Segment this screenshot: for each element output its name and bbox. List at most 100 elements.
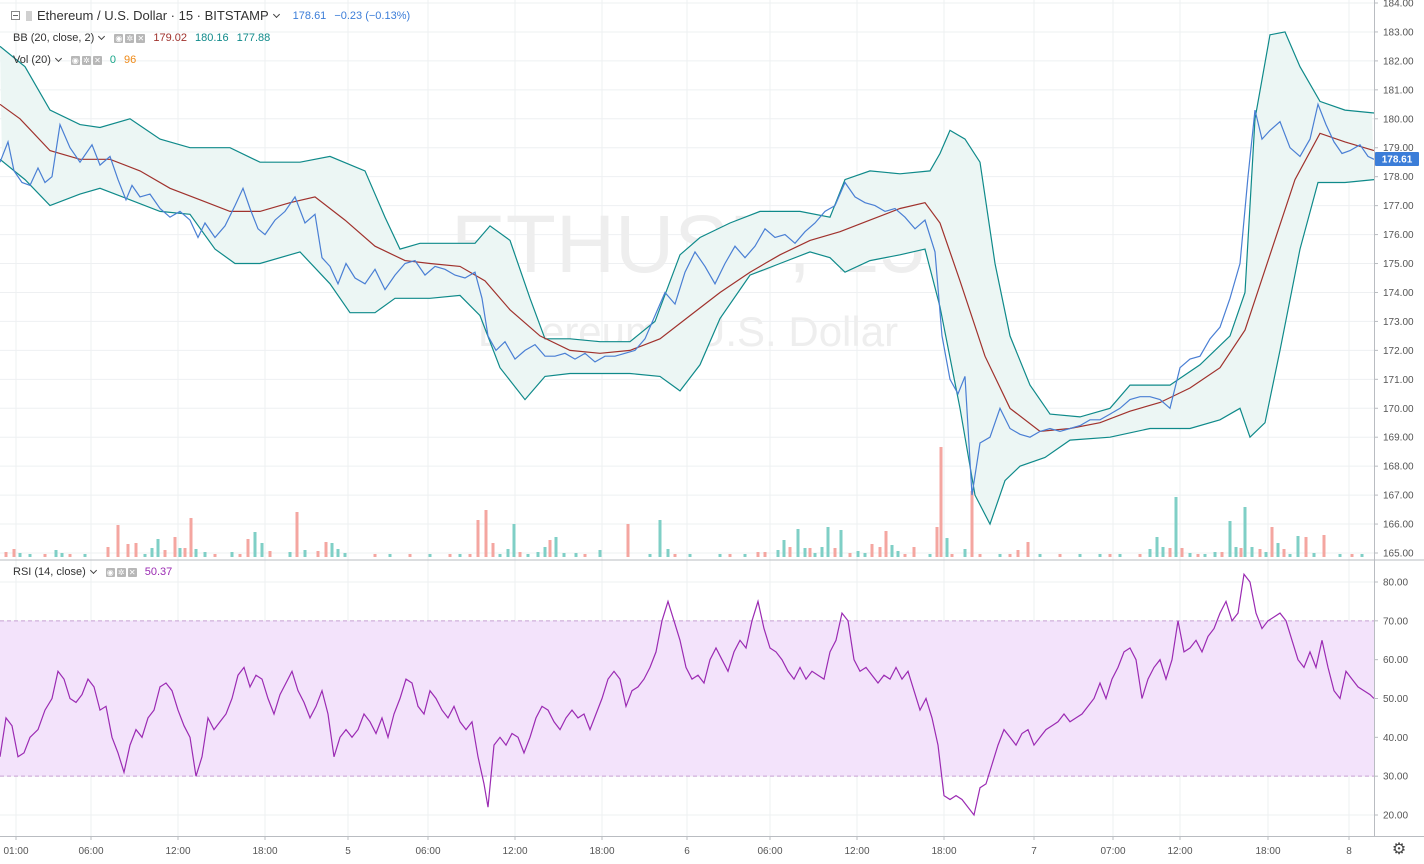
volume-bar bbox=[1026, 542, 1030, 557]
volume-bar bbox=[1228, 521, 1232, 557]
volume-bar bbox=[756, 552, 760, 557]
symbol-title[interactable]: Ethereum / U.S. Dollar · 15 · BITSTAMP bbox=[37, 8, 269, 23]
last-price-badge-text: 178.61 bbox=[1382, 155, 1413, 166]
eye-icon[interactable]: ◉ bbox=[105, 567, 115, 577]
volume-bar bbox=[428, 554, 432, 557]
gear-icon[interactable]: ✲ bbox=[125, 33, 135, 43]
volume-bar bbox=[1213, 552, 1217, 557]
volume-bar bbox=[303, 550, 307, 557]
volume-bar bbox=[626, 524, 630, 557]
bb-middle-line bbox=[0, 103, 1375, 433]
volume-bar bbox=[324, 542, 328, 557]
chevron-down-icon[interactable] bbox=[98, 32, 106, 41]
gear-icon[interactable]: ✲ bbox=[116, 567, 126, 577]
volume-bar bbox=[554, 537, 558, 557]
price-change: −0.23 (−0.13%) bbox=[334, 9, 411, 22]
volume-bar bbox=[1148, 549, 1152, 557]
volume-bar bbox=[856, 551, 860, 557]
volume-bar bbox=[106, 547, 110, 557]
volume-bar bbox=[728, 554, 732, 557]
volume-bar bbox=[1098, 554, 1102, 557]
gear-icon[interactable]: ✲ bbox=[81, 55, 91, 65]
volume-bar bbox=[388, 554, 392, 557]
volume-bar bbox=[1174, 497, 1178, 557]
price-axis-label: 172.00 bbox=[1383, 346, 1414, 357]
bollinger-bands bbox=[0, 31, 1375, 526]
volume-bar bbox=[598, 550, 602, 557]
volume-bar bbox=[4, 552, 8, 557]
chart-settings-gear-icon[interactable]: ⚙ bbox=[1391, 841, 1407, 858]
rsi-legend: RSI (14, close) ◉ ✲ ✕ 50.37 bbox=[13, 566, 172, 578]
volume-bar bbox=[562, 553, 566, 557]
time-axis-label: 06:00 bbox=[78, 846, 103, 857]
volume-bar bbox=[1304, 537, 1308, 557]
volume-bar bbox=[884, 531, 888, 557]
volume-bar bbox=[60, 553, 64, 557]
volume-bar bbox=[1296, 536, 1300, 557]
volume-bar bbox=[950, 554, 954, 557]
bb-upper-value: 180.16 bbox=[194, 32, 229, 44]
bb-label[interactable]: BB (20, close, 2) bbox=[13, 32, 95, 44]
volume-bar bbox=[688, 554, 692, 557]
chevron-down-icon[interactable] bbox=[89, 566, 97, 575]
volume-bar bbox=[213, 554, 217, 557]
volume-bar bbox=[1312, 553, 1316, 557]
chevron-down-icon[interactable] bbox=[272, 10, 280, 18]
volume-bars bbox=[4, 447, 1364, 557]
volume-bar bbox=[343, 553, 347, 557]
close-icon[interactable]: ✕ bbox=[92, 55, 102, 65]
eye-icon[interactable]: ◉ bbox=[114, 33, 124, 43]
volume-bar bbox=[54, 550, 58, 557]
volume-bar bbox=[336, 549, 340, 557]
volume-bar bbox=[1239, 548, 1243, 557]
price-axis[interactable]: 184.00183.00182.00181.00180.00179.00178.… bbox=[1374, 0, 1414, 560]
vol-controls: ◉ ✲ ✕ bbox=[70, 55, 104, 65]
volume-bar bbox=[194, 549, 198, 557]
time-axis-label: 12:00 bbox=[844, 846, 869, 857]
rsi-label[interactable]: RSI (14, close) bbox=[13, 566, 86, 578]
bb-lower-line bbox=[0, 158, 1375, 526]
last-price-badge: 178.61 bbox=[1375, 152, 1419, 166]
volume-bar bbox=[543, 547, 547, 557]
volume-bar bbox=[1203, 554, 1207, 557]
volume-bar bbox=[839, 530, 843, 557]
volume-bar bbox=[1282, 549, 1286, 557]
close-icon[interactable]: ✕ bbox=[136, 33, 146, 43]
volume-bar bbox=[1138, 554, 1142, 557]
time-axis-label: 5 bbox=[345, 846, 351, 857]
eye-icon[interactable]: ◉ bbox=[70, 55, 80, 65]
volume-bar bbox=[1258, 549, 1262, 557]
time-axis-label: 12:00 bbox=[1167, 846, 1192, 857]
volume-bar bbox=[743, 554, 747, 557]
volume-bar bbox=[935, 527, 939, 557]
price-axis-label: 183.00 bbox=[1383, 27, 1414, 38]
volume-bar bbox=[116, 525, 120, 557]
volume-bar bbox=[870, 544, 874, 557]
time-axis[interactable]: 01:00 06:00 12:00 18:00 5 06:00 12:00 18:00 6 06:… bbox=[3, 836, 1352, 857]
price-line bbox=[0, 102, 1375, 496]
volume-bar bbox=[230, 552, 234, 557]
volume-bar bbox=[1161, 547, 1165, 557]
chevron-down-icon[interactable] bbox=[54, 54, 62, 63]
volume-bar bbox=[890, 545, 894, 557]
volume-bar bbox=[820, 547, 824, 557]
rsi-axis[interactable]: 80.00 70.00 60.00 50.00 40.00 30.00 20.00 bbox=[1374, 578, 1408, 822]
volume-bar bbox=[1288, 554, 1292, 557]
volume-bar bbox=[666, 549, 670, 557]
volume-bar bbox=[673, 554, 677, 557]
volume-bar bbox=[484, 510, 488, 557]
vol-label[interactable]: Vol (20) bbox=[13, 54, 51, 66]
rsi-axis-label: 80.00 bbox=[1383, 578, 1408, 589]
volume-bar bbox=[163, 550, 167, 557]
volume-bar bbox=[903, 554, 907, 557]
volume-bar bbox=[939, 447, 943, 557]
volume-bar bbox=[848, 553, 852, 557]
volume-bar bbox=[788, 547, 792, 557]
flag-icon[interactable] bbox=[26, 10, 32, 21]
rsi-band-fill bbox=[0, 620, 1374, 777]
close-icon[interactable]: ✕ bbox=[127, 567, 137, 577]
time-axis-label: 01:00 bbox=[3, 846, 28, 857]
volume-bar bbox=[1155, 537, 1159, 557]
collapse-legend-button[interactable] bbox=[11, 11, 20, 20]
